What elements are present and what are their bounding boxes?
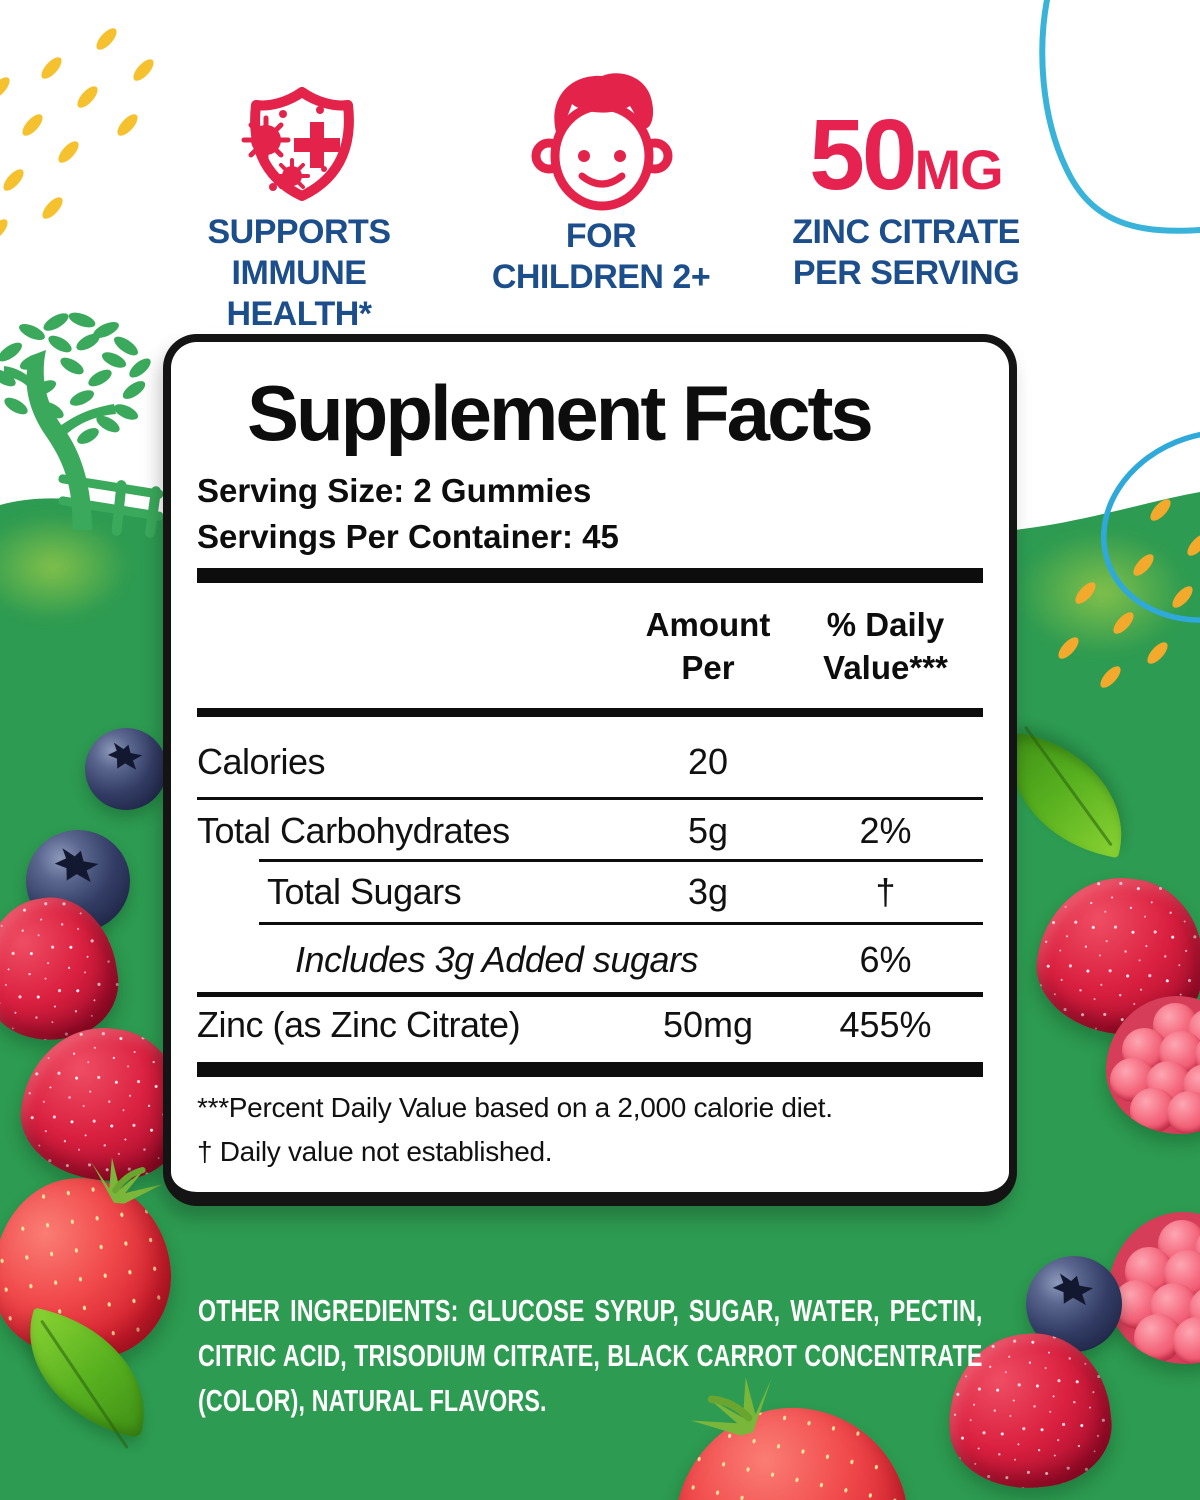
- supplement-facts-title: Supplement Facts: [247, 369, 874, 457]
- feature-immune-label: SUPPORTS IMMUNE HEALTH*: [158, 212, 440, 334]
- nutrient-daily-value: 455%: [839, 1004, 932, 1045]
- table-header: Amount Per % Daily Value***: [197, 604, 983, 690]
- raspberry-image: [1108, 1212, 1200, 1364]
- divider-rule: [197, 708, 983, 717]
- feature-dosage-label: ZINC CITRATE PER SERVING: [765, 212, 1047, 294]
- feature-children-line1: FOR: [565, 217, 637, 255]
- blueberry-image: [85, 728, 167, 810]
- nutrient-name: Total Sugars: [267, 871, 462, 912]
- feature-children-line2: CHILDREN 2+: [491, 257, 711, 296]
- strawberry-sepal-icon: [91, 1156, 163, 1204]
- feature-immune-line2: IMMUNE HEALTH*: [226, 253, 372, 333]
- child-face-icon: [531, 73, 673, 211]
- nutrient-amount: 3g: [687, 871, 729, 912]
- nutrient-amount: 50mg: [662, 1004, 754, 1045]
- dosage-value: 50: [809, 99, 917, 211]
- nutrient-name: Includes 3g Added sugars: [295, 939, 698, 980]
- nutrient-amount: 5g: [687, 810, 729, 851]
- serving-size: Serving Size: 2 Gummies: [197, 472, 592, 509]
- divider-bar: [197, 1062, 983, 1077]
- row-separator: [259, 922, 983, 925]
- row-separator: [259, 859, 983, 862]
- servings-per-container: Servings Per Container: 45: [197, 518, 619, 555]
- nutrient-name: Total Carbohydrates: [197, 810, 510, 851]
- nutrition-row: Total Sugars 3g †: [197, 866, 983, 918]
- amount-per-header: Amount Per: [645, 606, 771, 686]
- other-ingredients-text: GLUCOSE SYRUP, SUGAR, WATER, PECTIN, CIT…: [198, 1293, 983, 1418]
- daily-value-header: % Daily Value***: [823, 606, 948, 686]
- shield-cross-virus-icon: [241, 87, 354, 201]
- footnote-dagger: † Daily value not established.: [197, 1136, 553, 1167]
- nutrition-row: Calories 20: [197, 734, 983, 790]
- row-separator: [197, 992, 983, 997]
- strawberry-image: [658, 1377, 930, 1500]
- other-ingredients-label: OTHER INGREDIENTS:: [198, 1293, 459, 1328]
- feature-immune-line1: SUPPORTS: [207, 213, 391, 251]
- supplement-facts-panel: Supplement Facts Serving Size: 2 Gummies…: [163, 334, 1017, 1206]
- blue-curve-icon: [1039, 0, 1200, 234]
- nutrient-amount: 20: [687, 741, 729, 782]
- nutrient-name: Zinc (as Zinc Citrate): [197, 1004, 521, 1045]
- divider-bar: [197, 568, 983, 583]
- row-separator: [197, 797, 983, 800]
- other-ingredients: OTHER INGREDIENTS: GLUCOSE SYRUP, SUGAR,…: [198, 1289, 983, 1424]
- dosage-unit: MG: [914, 138, 1004, 201]
- feature-children-label: FOR CHILDREN 2+: [460, 216, 742, 298]
- nutrient-daily-value: 2%: [859, 810, 912, 851]
- wave-highlight-left: [0, 492, 160, 642]
- strawberry-image: [0, 1156, 182, 1372]
- strawberry-sepal-icon: [691, 1377, 772, 1436]
- footnote-daily-value: ***Percent Daily Value based on a 2,000 …: [197, 1092, 833, 1123]
- feature-dosage-line1: ZINC CITRATE: [792, 213, 1020, 251]
- nutrient-daily-value: 6%: [859, 939, 912, 980]
- feature-dosage-line2: PER SERVING: [792, 253, 1020, 292]
- nutrition-row: Total Carbohydrates 5g 2%: [197, 806, 983, 856]
- nutrient-name: Calories: [197, 741, 326, 782]
- dosage-amount: 50MG: [765, 98, 1047, 213]
- nutrient-daily-value: †: [875, 871, 896, 912]
- nutrition-row: Zinc (as Zinc Citrate) 50mg 455%: [197, 998, 983, 1052]
- nutrition-row: Includes 3g Added sugars 6%: [197, 932, 983, 988]
